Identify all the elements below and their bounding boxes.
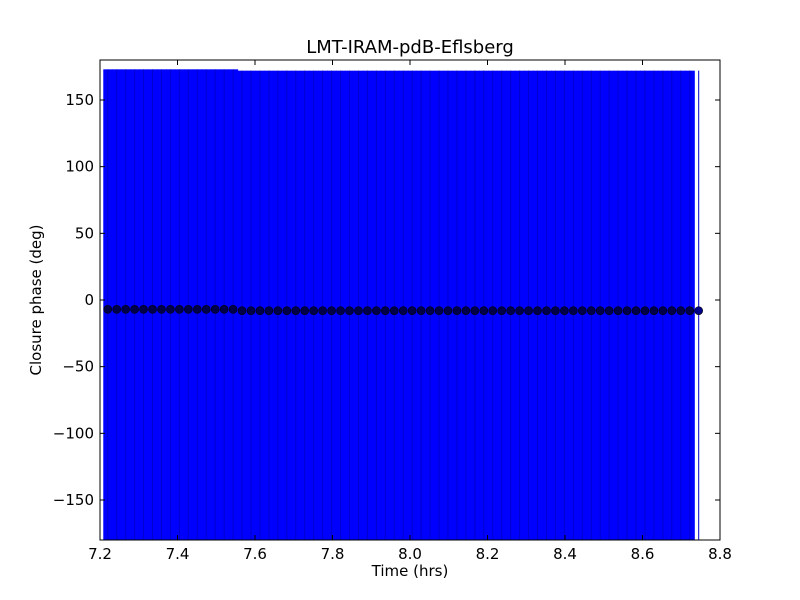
data-point	[210, 305, 220, 314]
data-point	[237, 306, 247, 315]
data-point	[694, 306, 703, 315]
data-point	[470, 306, 480, 315]
data-point	[497, 306, 507, 315]
data-point	[569, 306, 578, 315]
data-point	[443, 306, 453, 315]
data-point	[586, 306, 596, 315]
data-point	[166, 305, 175, 314]
x-tick-label: 8.4	[553, 545, 577, 563]
x-tick-label: 8.8	[708, 545, 732, 563]
data-point	[148, 305, 157, 314]
data-point	[640, 306, 650, 315]
x-tick-label: 7.2	[88, 545, 112, 563]
y-tick-label: 150	[65, 91, 94, 109]
data-point	[434, 306, 444, 315]
data-point	[461, 306, 471, 315]
x-tick-label: 7.8	[321, 545, 345, 563]
y-axis: −150 −100 −50 0 50 100 150	[53, 91, 720, 509]
x-tick-label: 7.6	[243, 545, 267, 563]
data-point	[560, 306, 569, 315]
data-point	[228, 305, 238, 314]
data-point	[506, 306, 515, 315]
data-point	[667, 306, 677, 315]
y-tick-label: 50	[75, 224, 94, 242]
data-point	[130, 305, 139, 314]
data-point	[300, 306, 310, 315]
data-point	[533, 306, 542, 315]
data-point	[219, 305, 229, 314]
x-tick-label: 7.4	[166, 545, 190, 563]
data-point	[551, 306, 560, 315]
data-point	[273, 306, 283, 315]
data-point	[201, 305, 211, 314]
chart-title: LMT-IRAM-pdB-Eflsberg	[306, 37, 514, 58]
y-tick-label: 100	[65, 158, 94, 176]
data-point	[372, 306, 381, 315]
x-axis: 7.2 7.4 7.6 7.8 8.0 8.2 8.4 8.6 8.8	[88, 60, 732, 563]
data-point	[327, 306, 336, 315]
data-point	[121, 305, 130, 314]
data-point	[318, 306, 327, 315]
y-tick-label: 0	[84, 291, 94, 309]
data-point	[631, 306, 641, 315]
data-point	[112, 305, 122, 314]
data-point	[363, 306, 372, 315]
x-tick-label: 8.2	[476, 545, 500, 563]
data-point	[524, 306, 533, 315]
data-point	[175, 305, 184, 314]
errorbar-group	[103, 69, 700, 541]
data-point	[157, 305, 166, 314]
point-group	[103, 305, 703, 315]
data-point	[407, 306, 417, 315]
data-point	[309, 306, 318, 315]
y-tick-label: −100	[53, 424, 94, 442]
data-point	[282, 306, 292, 315]
data-point	[416, 306, 426, 315]
data-point	[595, 306, 605, 315]
data-point	[488, 306, 498, 315]
data-point	[246, 306, 256, 315]
data-point	[622, 306, 632, 315]
data-point	[389, 306, 399, 315]
data-point	[139, 305, 148, 314]
data-point	[604, 306, 614, 315]
data-point	[613, 306, 623, 315]
x-tick-label: 8.6	[631, 545, 655, 563]
data-point	[184, 305, 193, 314]
data-point	[381, 306, 390, 315]
x-tick-label: 8.0	[398, 545, 422, 563]
y-tick-label: −150	[53, 491, 94, 509]
y-tick-label: −50	[62, 358, 94, 376]
data-point	[336, 306, 345, 315]
data-point	[425, 306, 435, 315]
data-point	[515, 306, 524, 315]
data-point	[345, 306, 354, 315]
data-point	[452, 306, 462, 315]
data-point	[291, 306, 301, 315]
data-point	[264, 306, 274, 315]
data-point	[479, 306, 489, 315]
data-point	[542, 306, 551, 315]
data-point	[649, 306, 659, 315]
data-point	[658, 306, 668, 315]
data-point	[354, 306, 363, 315]
x-axis-title: Time (hrs)	[371, 562, 449, 580]
data-point	[577, 306, 587, 315]
data-point	[103, 305, 113, 314]
data-point	[676, 306, 686, 315]
data-point	[192, 305, 202, 314]
data-point	[398, 306, 408, 315]
y-axis-title: Closure phase (deg)	[27, 225, 45, 376]
data-point	[255, 306, 265, 315]
data-point	[685, 306, 695, 315]
